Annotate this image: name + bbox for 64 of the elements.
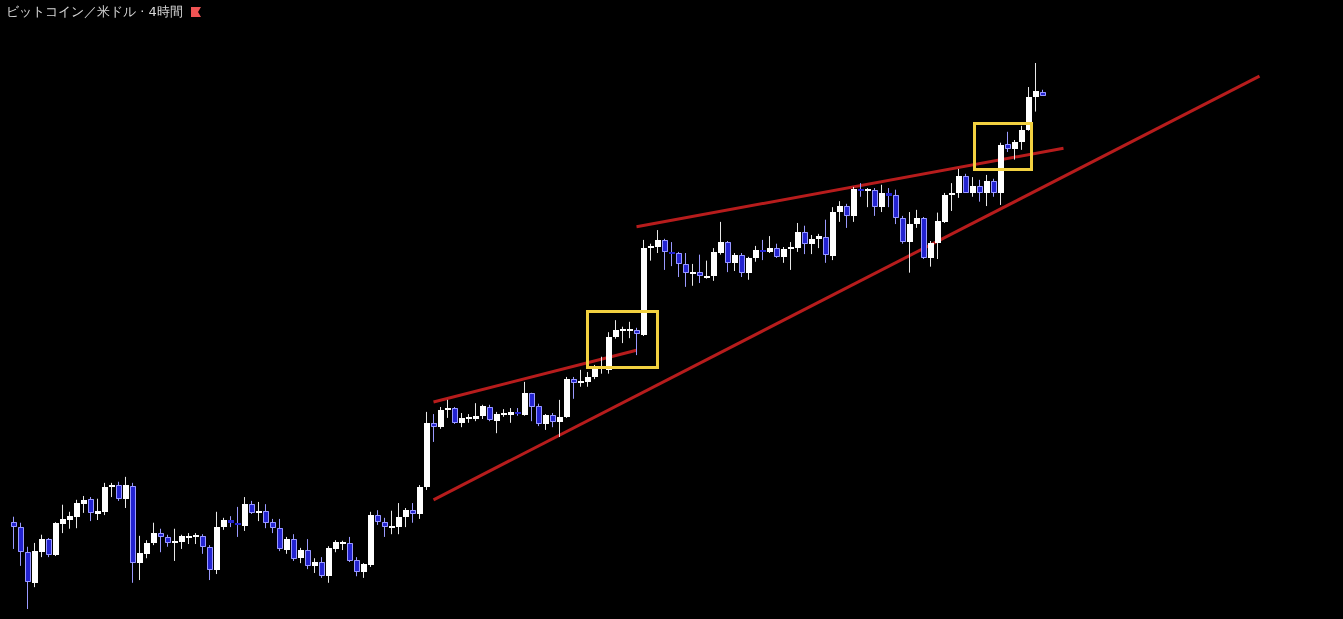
candlestick xyxy=(410,502,416,524)
candlestick xyxy=(697,254,703,284)
candlestick xyxy=(928,240,934,268)
candlestick xyxy=(25,546,31,610)
candlestick xyxy=(1033,62,1039,113)
candlestick xyxy=(46,537,52,558)
candlestick xyxy=(1012,139,1018,161)
candlestick xyxy=(914,209,920,229)
candlestick xyxy=(151,522,157,546)
candlestick xyxy=(977,179,983,203)
candlestick xyxy=(123,476,129,509)
candlestick xyxy=(445,399,451,419)
candlestick xyxy=(88,496,94,522)
candlestick xyxy=(907,211,913,274)
candlestick xyxy=(739,252,745,278)
candlestick xyxy=(921,216,927,260)
candlestick xyxy=(809,234,815,255)
candlestick xyxy=(431,413,437,443)
candlestick xyxy=(319,556,325,579)
candlestick xyxy=(823,219,829,264)
candlestick xyxy=(158,528,164,553)
candlestick xyxy=(1019,125,1025,151)
candlestick xyxy=(200,533,206,555)
candlestick xyxy=(725,240,731,273)
candlestick xyxy=(872,187,878,217)
candlestick xyxy=(256,501,262,522)
candlestick xyxy=(522,381,528,417)
candlestick xyxy=(956,168,962,199)
candlestick xyxy=(732,252,738,272)
candlestick xyxy=(403,507,409,528)
candlestick xyxy=(438,406,444,430)
candlestick xyxy=(802,225,808,255)
candlestick xyxy=(683,252,689,288)
candlestick xyxy=(130,482,136,584)
candlestick xyxy=(991,178,997,198)
candlestick xyxy=(900,215,906,245)
candlestick xyxy=(949,182,955,212)
candlestick xyxy=(277,518,283,552)
candlestick xyxy=(879,184,885,213)
candlestick xyxy=(963,173,969,194)
candlestick xyxy=(116,481,122,502)
candlestick xyxy=(704,260,710,280)
candlestick xyxy=(844,203,850,229)
candlestick xyxy=(837,200,843,223)
candlestick xyxy=(970,176,976,198)
candlestick xyxy=(984,174,990,207)
candlestick xyxy=(235,506,241,538)
candlestick xyxy=(382,517,388,538)
candlestick xyxy=(1005,131,1011,153)
candlestick xyxy=(242,496,248,532)
candlestick xyxy=(760,239,766,261)
candlestick xyxy=(662,238,668,271)
candlestick xyxy=(746,256,752,281)
candlestick xyxy=(305,538,311,570)
candlestick xyxy=(207,544,213,581)
candlestick xyxy=(690,263,696,287)
candlestick xyxy=(557,399,563,438)
chart-title: ビットコイン／米ドル · 4時間 xyxy=(6,4,183,19)
candlestick xyxy=(11,516,17,550)
candlestick xyxy=(865,187,871,208)
candlestick xyxy=(634,327,640,356)
candlestick xyxy=(291,533,297,562)
candlestick xyxy=(18,522,24,567)
candlestick xyxy=(571,376,577,400)
